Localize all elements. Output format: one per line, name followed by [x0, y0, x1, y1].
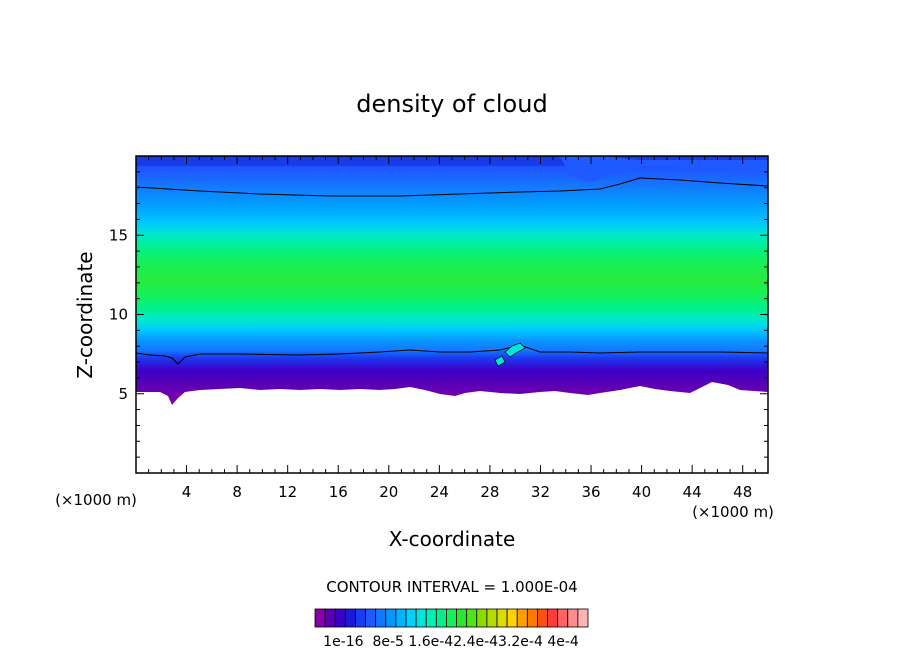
x-unit-right: (×1000 m) [692, 503, 774, 521]
x-tick-label: 24 [430, 483, 449, 501]
x-unit-left: (×1000 m) [55, 491, 137, 509]
colorbar-swatch [365, 608, 377, 628]
colorbar-swatch [537, 608, 548, 628]
colorbar-swatch [557, 608, 569, 628]
colorbar [314, 608, 589, 628]
contour-line-base [136, 344, 768, 365]
cloud-top-lobe [560, 156, 768, 182]
x-axis-label: X-coordinate [389, 527, 516, 551]
colorbar-swatch [314, 608, 326, 628]
colorbar-labels: 1e-16 8e-5 1.6e-42.4e-43.2e-4 4e-4 [323, 634, 579, 650]
colorbar-swatch [547, 608, 559, 628]
colorbar-swatch [506, 608, 518, 628]
colorbar-swatch [526, 608, 538, 628]
x-tick-label: 40 [632, 483, 651, 501]
colorbar-swatch [425, 608, 437, 628]
colorbar-swatch [385, 608, 397, 628]
colorbar-swatch [466, 608, 478, 628]
colorbar-swatch [415, 608, 427, 628]
colorbar-swatch [516, 608, 528, 628]
cloud-top-band [136, 156, 768, 166]
x-axis-ticks: 4 8 12 16 20 24 28 32 36 40 44 48 [148, 156, 756, 501]
x-tick-label: 4 [182, 483, 192, 501]
cloud-region [136, 156, 768, 405]
x-tick-label: 16 [329, 483, 348, 501]
chart-title: density of cloud [356, 90, 547, 118]
colorbar-swatch [375, 608, 387, 628]
y-tick-label: 15 [109, 226, 128, 244]
colorbar-swatch [476, 608, 488, 628]
x-tick-label: 12 [278, 483, 297, 501]
colorbar-swatch [405, 608, 417, 628]
colorbar-swatch [344, 608, 356, 628]
x-tick-label: 8 [232, 483, 242, 501]
x-tick-label: 36 [581, 483, 600, 501]
colorbar-swatch [577, 608, 589, 628]
y-axis-label: Z-coordinate [73, 251, 97, 378]
colorbar-swatch [355, 608, 366, 628]
y-tick-label: 5 [118, 385, 128, 403]
x-tick-label: 20 [379, 483, 398, 501]
x-tick-label: 32 [531, 483, 550, 501]
colorbar-swatch [567, 608, 579, 628]
colorbar-swatch [334, 608, 346, 628]
contour-interval: CONTOUR INTERVAL = 1.000E-04 [326, 578, 577, 596]
colorbar-swatch [446, 608, 457, 628]
y-axis-ticks: 5 10 15 [109, 171, 768, 458]
density-field [136, 156, 768, 405]
colorbar-swatch [486, 608, 498, 628]
x-tick-label: 48 [733, 483, 752, 501]
colorbar-swatch [435, 608, 447, 628]
turbulent-patch [494, 342, 526, 367]
x-tick-label: 28 [480, 483, 499, 501]
colorbar-swatch [456, 608, 468, 628]
y-tick-label: 10 [109, 306, 128, 324]
x-tick-label: 44 [683, 483, 702, 501]
colorbar-swatch [324, 608, 336, 628]
colorbar-swatch [395, 608, 407, 628]
colorbar-swatch [496, 608, 508, 628]
contour-line-top [136, 177, 768, 197]
